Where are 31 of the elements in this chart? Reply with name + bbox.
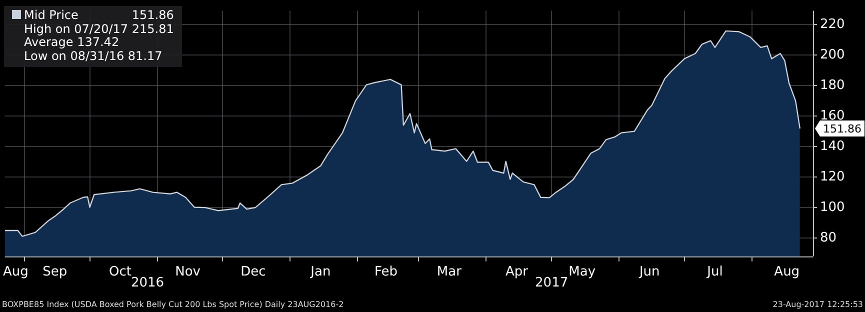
x-tick-label: Mar bbox=[436, 264, 462, 280]
y-tick-label: 140 bbox=[820, 138, 845, 154]
x-tick-label: Jan bbox=[310, 264, 331, 280]
annotation: 151.86 bbox=[823, 122, 862, 136]
y-tick-label: 160 bbox=[820, 108, 845, 124]
y-tick-label: 100 bbox=[820, 200, 845, 215]
annotation: High on 07/20/17 215.81 bbox=[23, 22, 174, 36]
x-tick-label: Jul bbox=[706, 264, 723, 280]
text: 2017 bbox=[535, 275, 568, 290]
x-tick-label: Aug bbox=[2, 264, 28, 280]
legend-label: Mid Price bbox=[23, 8, 78, 22]
x-tick-label: Sep bbox=[42, 264, 68, 280]
x-tick-label: Nov bbox=[175, 264, 201, 280]
x-tick-label: Apr bbox=[505, 264, 529, 280]
x-tick-label: Feb bbox=[374, 264, 398, 280]
x-tick-label: May bbox=[568, 264, 596, 280]
x-tick-label: Aug bbox=[774, 264, 800, 280]
y-tick-label: 180 bbox=[820, 78, 845, 93]
text: 151.86 bbox=[132, 8, 174, 22]
text: 23-Aug-2017 12:25:53 bbox=[772, 300, 863, 309]
y-tick-label: 200 bbox=[820, 47, 845, 62]
text: BOXPBE85 Index (USDA Boxed Pork Belly Cut 200 Lbs Spot Price) Daily 23AUG2016-2 bbox=[2, 300, 344, 309]
text: 2016 bbox=[130, 275, 164, 290]
annotation: Low on 08/31/16 81.17 bbox=[23, 48, 164, 63]
y-tick-label: 80 bbox=[820, 230, 837, 246]
y-tick-label: 220 bbox=[820, 16, 845, 32]
x-tick-label: Dec bbox=[240, 264, 266, 280]
x-tick-label: Jun bbox=[638, 264, 660, 280]
x-tick-label: Oct bbox=[109, 264, 132, 280]
annotation: Average 137.42 bbox=[23, 35, 120, 50]
y-tick-label: 120 bbox=[820, 169, 845, 184]
